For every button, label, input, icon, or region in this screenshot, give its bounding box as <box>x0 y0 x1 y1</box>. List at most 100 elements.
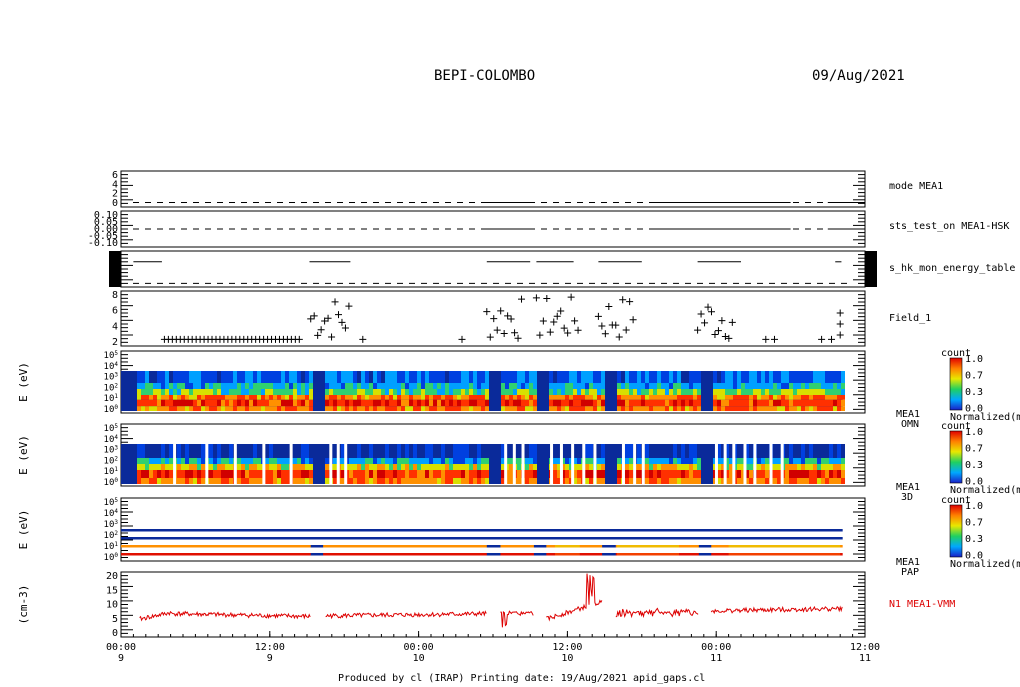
field-plus-mark <box>828 335 836 343</box>
spectrogram-cell <box>745 470 749 478</box>
spectrogram-cell <box>253 389 257 395</box>
field-plus-mark <box>553 312 561 320</box>
panel-frame <box>120 571 866 638</box>
spectrogram-cell <box>561 371 565 383</box>
spectrogram-cell <box>437 399 441 407</box>
spectrogram-cell <box>285 371 289 383</box>
spectrogram-cell <box>733 399 737 407</box>
colorbar-tick-label: 1.0 <box>965 427 983 438</box>
spectrogram-cell <box>749 406 753 411</box>
spectrogram-cell <box>253 444 257 458</box>
spectrogram-cell <box>197 478 201 484</box>
spectrogram-cell <box>225 470 229 478</box>
panel-label-line2: 3D <box>901 492 913 503</box>
spectrogram-cell <box>529 406 533 411</box>
spectrogram-cell <box>161 478 165 484</box>
spectrogram-cell <box>697 406 701 411</box>
field-plus-mark <box>497 307 505 315</box>
data-gap <box>769 444 773 484</box>
spectrogram-cell <box>693 464 697 470</box>
spectrogram-cell <box>233 399 237 407</box>
spectrogram-cell <box>465 406 469 411</box>
spectrogram-cell <box>445 458 449 464</box>
spectrogram-cell <box>245 478 249 484</box>
spectrogram-cell <box>525 383 529 389</box>
spectrogram-cell <box>373 389 377 395</box>
spectrogram-cell <box>241 383 245 389</box>
spectrogram-cell <box>425 406 429 411</box>
spectrogram-cell <box>501 383 505 389</box>
y-tick-label: 101 <box>104 393 119 404</box>
spectrogram-cell <box>501 389 505 395</box>
spectrogram-cell <box>617 395 621 400</box>
spectrogram-cell <box>597 458 601 464</box>
spectrogram-cell <box>441 470 445 478</box>
spectrogram-cell <box>757 383 761 389</box>
spectrogram-cell <box>825 406 829 411</box>
spectrogram-cell <box>193 478 197 484</box>
spectrogram-cell <box>201 406 205 411</box>
spectrogram-cell <box>185 399 189 407</box>
spectrogram-cell <box>425 371 429 383</box>
spectrogram-cell <box>381 464 385 470</box>
spectrogram-cell <box>649 464 653 470</box>
spectrogram-cell <box>501 444 505 458</box>
colorbar-tick-label: 0.7 <box>965 518 983 529</box>
spectrogram-cell <box>461 478 465 484</box>
spectrogram-cell <box>777 444 781 458</box>
spectrogram-cell <box>441 389 445 395</box>
spectrogram-cell <box>477 395 481 400</box>
spectrogram-cell <box>169 399 173 407</box>
spectrogram-cell <box>453 389 457 395</box>
spectrogram-cell <box>693 371 697 383</box>
spectrogram-cell <box>365 389 369 395</box>
spectrogram-cell <box>405 478 409 484</box>
spectrogram-cell <box>441 371 445 383</box>
spectrogram-cell <box>385 458 389 464</box>
spectrogram-cell <box>741 470 745 478</box>
spectrogram-cell <box>517 478 521 484</box>
spectrogram-cell <box>777 395 781 400</box>
spectrogram-cell <box>505 395 509 400</box>
spectrogram-cell <box>145 399 149 407</box>
data-gap <box>641 444 645 484</box>
spectrogram-cell <box>557 464 561 470</box>
spectrogram-cell <box>169 458 173 464</box>
spectrogram-cell <box>433 464 437 470</box>
spectrogram-cell <box>669 399 673 407</box>
spectrogram-cell <box>221 399 225 407</box>
spectrogram-cell <box>373 395 377 400</box>
spectrogram-cell <box>221 470 225 478</box>
spectrogram-cell <box>725 399 729 407</box>
spectrogram-cell <box>625 444 629 458</box>
field-plus-mark <box>770 335 778 343</box>
spectrogram-cell <box>793 444 797 458</box>
spectrogram-cell <box>333 470 337 478</box>
spectrogram-cell <box>293 395 297 400</box>
spectrogram-cell <box>589 464 593 470</box>
colorbar-label: Normalized(m <box>950 559 1020 570</box>
spectrogram-cell <box>793 478 797 484</box>
spectrogram-cell <box>213 444 217 458</box>
spectrogram-cell <box>401 458 405 464</box>
spectrogram-cell <box>501 406 505 411</box>
spectrogram-cell <box>305 371 309 383</box>
spectrogram-cell <box>473 444 477 458</box>
spectrogram-cell <box>257 406 261 411</box>
spectrogram-cell <box>177 464 181 470</box>
colorbar-tick-label: 1.0 <box>965 354 983 365</box>
spectrogram-cell <box>573 383 577 389</box>
spectrogram-cell <box>153 470 157 478</box>
spectrogram-cell <box>281 406 285 411</box>
data-gap <box>233 444 237 484</box>
spectrogram-cell <box>445 389 449 395</box>
spectrogram-cell <box>301 383 305 389</box>
spectrogram-cell <box>485 389 489 395</box>
spectrogram-cell <box>677 464 681 470</box>
spectrogram-cell <box>309 399 313 407</box>
spectrogram-cell <box>785 478 789 484</box>
spectrogram-cell <box>229 389 233 395</box>
spectrogram-cell <box>797 383 801 389</box>
spectrogram-cell <box>449 389 453 395</box>
